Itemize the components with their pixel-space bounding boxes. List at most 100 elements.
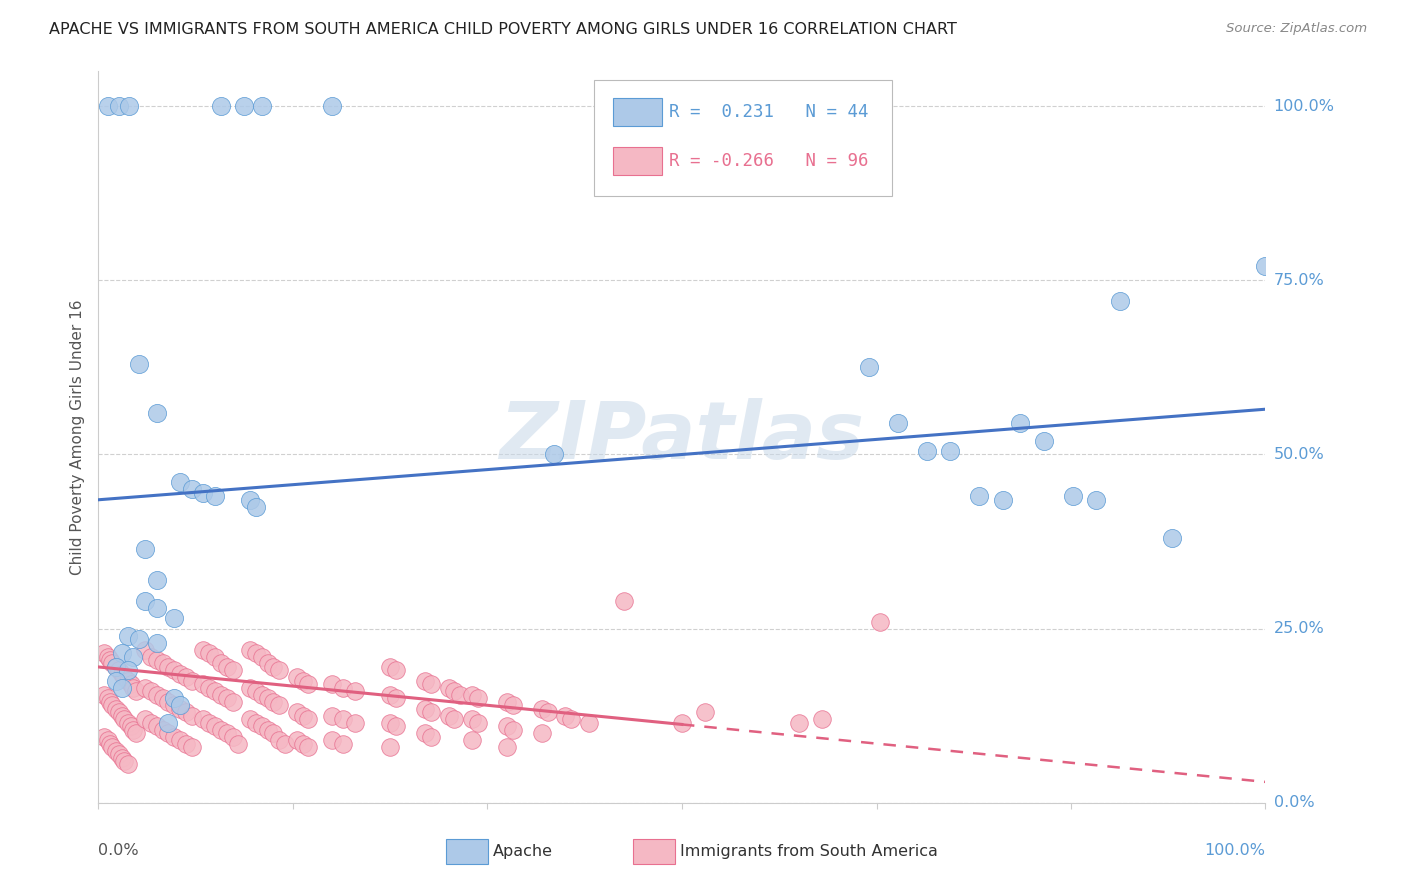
- Point: [108, 747, 131, 761]
- Point: [578, 715, 600, 730]
- Point: [146, 573, 169, 587]
- Point: [209, 723, 232, 737]
- Point: [111, 646, 134, 660]
- Point: [554, 708, 576, 723]
- Point: [117, 715, 139, 730]
- Point: [204, 489, 226, 503]
- Point: [215, 660, 238, 674]
- Point: [321, 99, 343, 113]
- Point: [413, 702, 436, 716]
- Point: [887, 416, 910, 430]
- Point: [297, 712, 319, 726]
- Point: [163, 664, 186, 678]
- Point: [152, 723, 174, 737]
- Point: [221, 664, 243, 678]
- Point: [198, 681, 221, 695]
- Point: [193, 485, 215, 500]
- Point: [152, 691, 174, 706]
- Point: [413, 673, 436, 688]
- Text: 0.0%: 0.0%: [1274, 796, 1315, 810]
- Point: [969, 489, 991, 503]
- Point: [385, 719, 408, 733]
- Text: R =  0.231   N = 44: R = 0.231 N = 44: [669, 103, 869, 120]
- Point: [174, 737, 197, 751]
- Point: [117, 673, 139, 688]
- Point: [101, 657, 124, 671]
- Point: [215, 726, 238, 740]
- Point: [385, 691, 408, 706]
- Point: [262, 726, 284, 740]
- Point: [169, 702, 191, 716]
- Point: [239, 492, 262, 507]
- Point: [209, 657, 232, 671]
- Point: [269, 698, 291, 713]
- Point: [163, 730, 186, 744]
- Point: [285, 705, 308, 719]
- Point: [112, 754, 135, 768]
- Point: [262, 695, 284, 709]
- Point: [139, 715, 162, 730]
- Point: [134, 594, 156, 608]
- Point: [262, 660, 284, 674]
- Point: [496, 740, 519, 755]
- Point: [560, 712, 582, 726]
- Point: [111, 708, 134, 723]
- Point: [385, 664, 408, 678]
- Point: [285, 733, 308, 747]
- Point: [1062, 489, 1084, 503]
- Point: [245, 646, 267, 660]
- Point: [239, 642, 262, 657]
- Point: [125, 726, 148, 740]
- Point: [193, 642, 215, 657]
- Point: [101, 740, 124, 755]
- Point: [198, 715, 221, 730]
- Point: [461, 712, 484, 726]
- Point: [111, 750, 134, 764]
- Point: [467, 715, 489, 730]
- FancyBboxPatch shape: [446, 839, 488, 864]
- Point: [461, 733, 484, 747]
- Point: [344, 715, 367, 730]
- Point: [228, 737, 250, 751]
- FancyBboxPatch shape: [613, 98, 662, 127]
- Point: [239, 712, 262, 726]
- Point: [496, 695, 519, 709]
- Point: [112, 712, 135, 726]
- Point: [209, 688, 232, 702]
- Point: [221, 695, 243, 709]
- Point: [204, 684, 226, 698]
- Point: [169, 667, 191, 681]
- Point: [108, 664, 131, 678]
- Point: [169, 733, 191, 747]
- Point: [443, 712, 465, 726]
- Point: [146, 688, 169, 702]
- Point: [108, 705, 131, 719]
- Point: [332, 737, 354, 751]
- Point: [122, 649, 145, 664]
- Point: [297, 677, 319, 691]
- Point: [146, 600, 169, 615]
- Point: [104, 702, 127, 716]
- Point: [530, 702, 553, 716]
- Point: [93, 730, 115, 744]
- Text: 0.0%: 0.0%: [98, 843, 139, 858]
- Point: [163, 698, 186, 713]
- Point: [250, 649, 273, 664]
- Text: 100.0%: 100.0%: [1274, 99, 1334, 113]
- Point: [139, 649, 162, 664]
- Point: [134, 642, 156, 657]
- Text: 25.0%: 25.0%: [1274, 621, 1324, 636]
- Point: [139, 684, 162, 698]
- Point: [1010, 416, 1032, 430]
- Point: [420, 705, 443, 719]
- Point: [467, 691, 489, 706]
- Point: [97, 691, 120, 706]
- Point: [291, 708, 314, 723]
- Point: [122, 723, 145, 737]
- Point: [256, 691, 278, 706]
- Point: [537, 705, 560, 719]
- Point: [420, 730, 443, 744]
- Point: [671, 715, 693, 730]
- Point: [1254, 260, 1277, 274]
- Point: [695, 705, 717, 719]
